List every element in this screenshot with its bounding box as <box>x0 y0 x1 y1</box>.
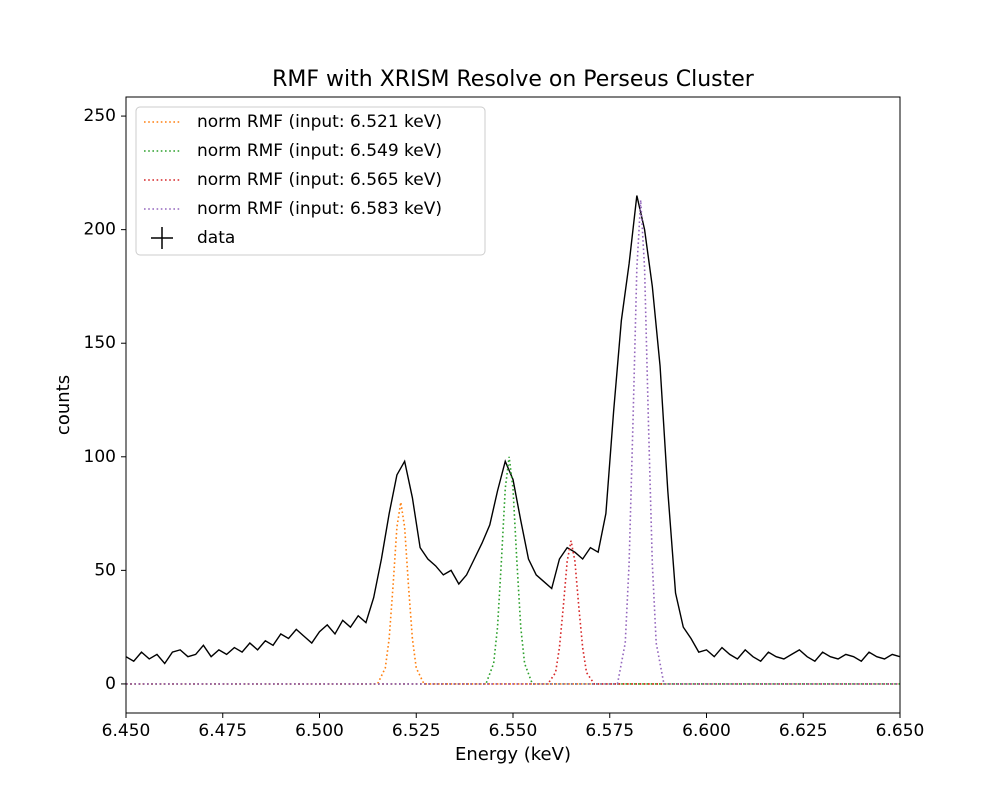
y-axis-label: counts <box>53 375 74 435</box>
x-axis-label: Energy (keV) <box>455 744 571 765</box>
y-tick-label: 150 <box>84 333 116 353</box>
plot-area <box>126 195 900 685</box>
legend-label: norm RMF (input: 6.521 keV) <box>197 112 442 132</box>
series-line <box>126 540 900 685</box>
series-line <box>126 456 900 685</box>
x-tick-label: 6.550 <box>489 721 538 741</box>
legend-label: data <box>197 228 235 248</box>
legend-label: norm RMF (input: 6.565 keV) <box>197 170 442 190</box>
y-tick-label: 100 <box>84 447 116 467</box>
x-tick-label: 6.525 <box>392 721 441 741</box>
x-tick-label: 6.625 <box>779 721 828 741</box>
legend-label: norm RMF (input: 6.549 keV) <box>197 141 442 161</box>
chart-title: RMF with XRISM Resolve on Perseus Cluste… <box>272 67 755 92</box>
plot-frame <box>125 96 901 714</box>
legend: norm RMF (input: 6.521 keV) norm RMF (inp… <box>135 106 486 256</box>
series-line <box>126 502 900 685</box>
x-tick-label: 6.600 <box>682 721 731 741</box>
y-tick-label: 50 <box>94 560 116 580</box>
series-line <box>126 200 900 685</box>
y-tick-label: 0 <box>105 674 116 694</box>
series-line <box>126 195 900 665</box>
x-tick-label: 6.450 <box>102 721 151 741</box>
x-tick-label: 6.500 <box>295 721 344 741</box>
legend-label: norm RMF (input: 6.583 keV) <box>197 199 442 219</box>
x-tick-label: 6.575 <box>585 721 634 741</box>
y-tick-label: 200 <box>84 220 116 240</box>
y-tick-label: 250 <box>84 106 116 126</box>
legend-frame <box>135 106 486 256</box>
x-tick-label: 6.650 <box>876 721 925 741</box>
x-tick-label: 6.475 <box>198 721 247 741</box>
